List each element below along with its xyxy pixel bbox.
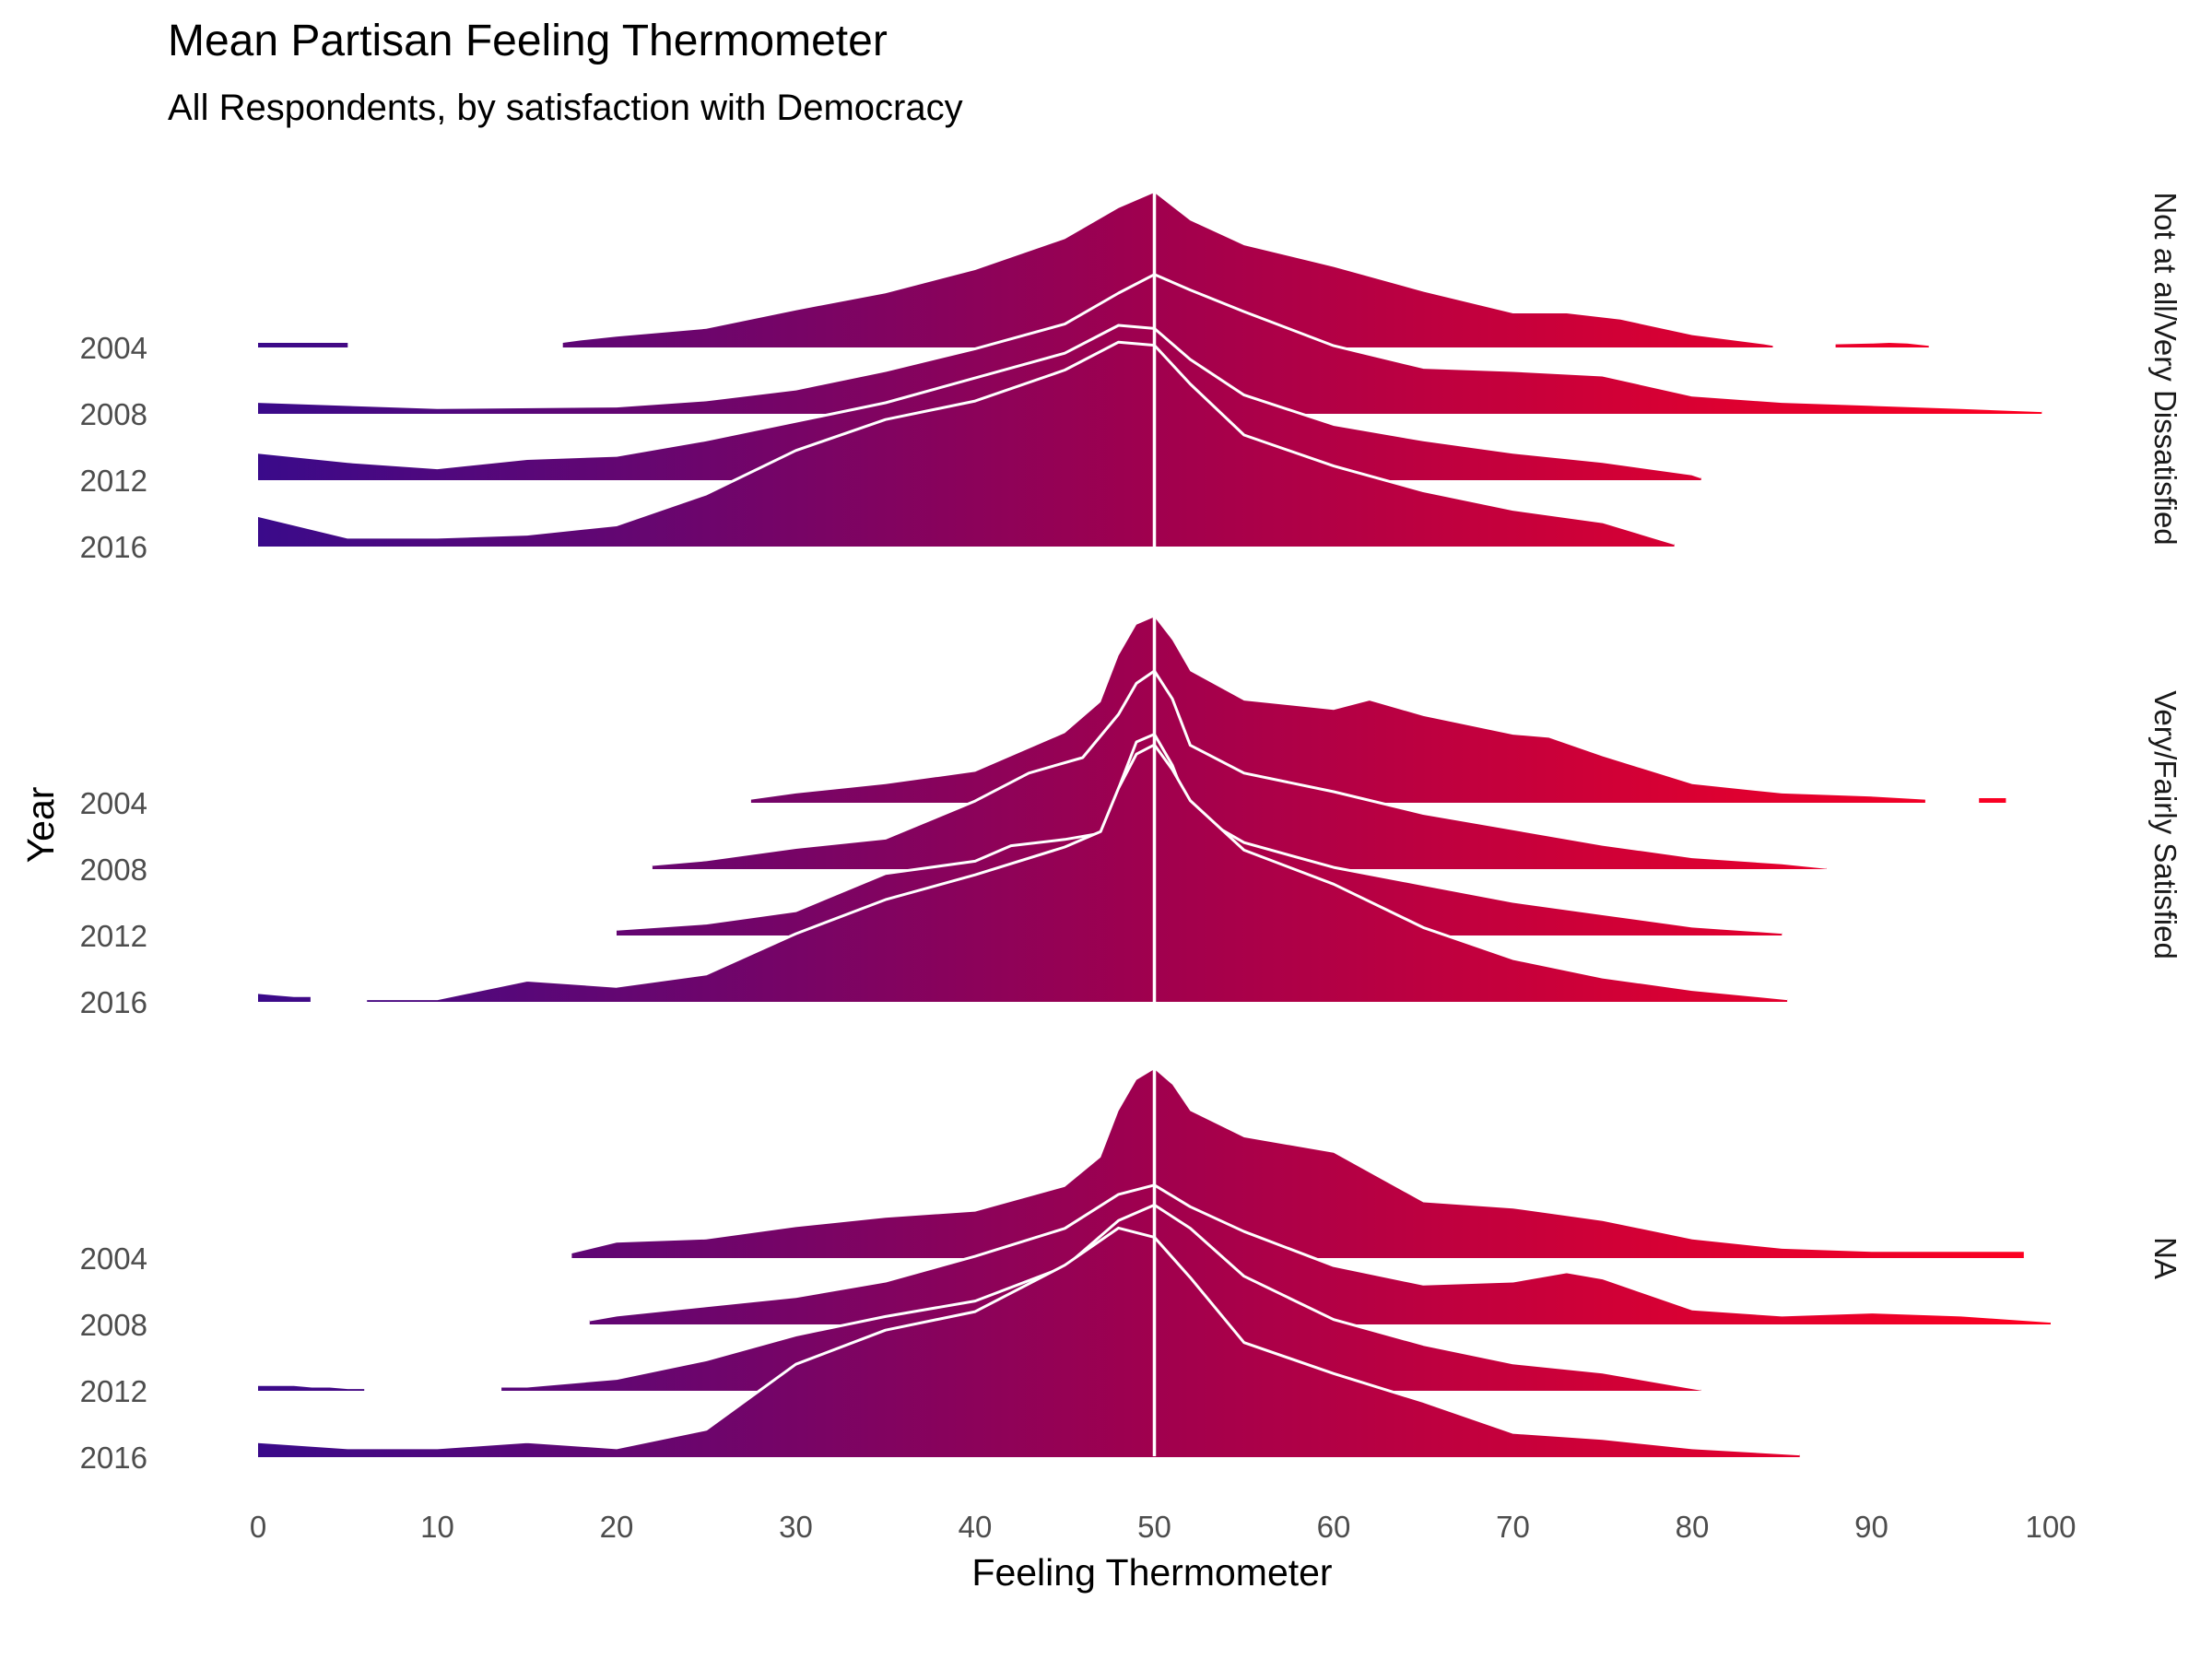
ridge-area	[571, 1069, 2024, 1258]
ridge-area	[652, 671, 1827, 869]
x-tick-label: 20	[600, 1510, 634, 1544]
ridge-area	[258, 1205, 1701, 1391]
x-tick-label: 90	[1854, 1510, 1888, 1544]
y-tick-label: 2008	[80, 1308, 147, 1342]
x-tick-label: 0	[250, 1510, 266, 1544]
y-tick-label: 2016	[80, 530, 147, 564]
x-tick-label: 60	[1317, 1510, 1351, 1544]
ridge-outline	[258, 1203, 1701, 1393]
facet-panel: 2004 2008 2012 2016 Very/Fairly Satisfied	[80, 617, 2183, 1019]
facet-strip-label: NA	[2148, 1237, 2183, 1279]
facet-panel: 2004 2008 2012 2016 Not at all/Very Dissatis…	[80, 192, 2183, 564]
ridge-outline	[257, 743, 1788, 1004]
facet-strip-label: Very/Fairly Satisfied	[2148, 690, 2183, 959]
y-axis-title: Year	[19, 787, 62, 864]
ridge-area	[589, 1184, 2051, 1324]
x-tick-label: 80	[1676, 1510, 1710, 1544]
facet-panels: 2004 2008 2012 2016 Not at all/Very Dissatis…	[80, 192, 2183, 1475]
chart-title: Mean Partisan Feeling Thermometer	[168, 17, 888, 65]
x-tick-label: 70	[1496, 1510, 1530, 1544]
x-axis-title: Feeling Thermometer	[971, 1551, 1332, 1594]
ridge-area	[258, 745, 1788, 1002]
facet-panel: 2004 2008 2012 2016 NA	[80, 1069, 2183, 1475]
ridge-outline	[589, 1183, 2052, 1324]
y-tick-label: 2016	[80, 1441, 147, 1475]
x-tick-label: 30	[779, 1510, 813, 1544]
ridge-outline	[652, 669, 1828, 869]
y-tick-label: 2004	[80, 786, 147, 820]
y-tick-label: 2004	[80, 331, 147, 365]
x-tick-label: 40	[959, 1510, 993, 1544]
facet-strip-label: Not at all/Very Dissatisfied	[2148, 192, 2183, 545]
chart-subtitle: All Respondents, by satisfaction with De…	[168, 88, 963, 128]
x-tick-label: 100	[2025, 1510, 2076, 1544]
y-tick-label: 2016	[80, 985, 147, 1019]
x-tick-label: 50	[1137, 1510, 1171, 1544]
ridge-outline	[257, 1226, 1800, 1456]
ridge-area	[258, 342, 1675, 547]
y-tick-label: 2012	[80, 1374, 147, 1408]
ridge-area	[750, 617, 2006, 803]
ridge-area	[258, 193, 1929, 347]
x-axis-ticks: 0 10 20 30 40 50 60 70 80 90 100	[250, 1510, 2077, 1544]
y-tick-label: 2004	[80, 1241, 147, 1276]
y-tick-label: 2012	[80, 464, 147, 498]
x-tick-label: 10	[420, 1510, 454, 1544]
ridge-outline	[257, 273, 2042, 413]
ridge-outline	[257, 340, 1676, 546]
y-tick-label: 2008	[80, 853, 147, 887]
ridge-outline	[257, 324, 1702, 479]
y-tick-label: 2008	[80, 397, 147, 431]
y-tick-label: 2012	[80, 919, 147, 953]
ridge-outline	[616, 733, 1783, 935]
